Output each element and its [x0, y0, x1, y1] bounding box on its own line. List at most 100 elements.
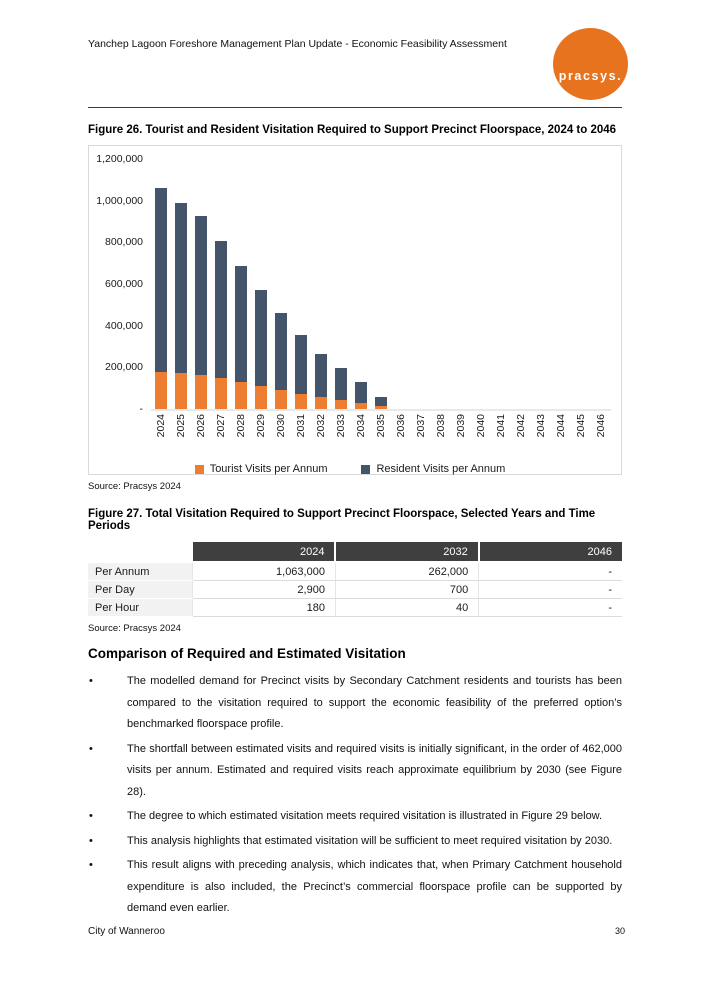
resident-bar-segment-2033 [335, 367, 347, 400]
table-column-header: 2046 [477, 542, 622, 562]
x-axis-label-text: 2046 [595, 414, 607, 438]
x-axis-label-text: 2034 [355, 414, 367, 438]
x-axis-label-text: 2024 [155, 414, 167, 438]
legend-swatch-icon [194, 464, 204, 474]
bar-column-2038 [431, 159, 451, 409]
tourist-bar-segment-2028 [235, 381, 247, 409]
legend-item: Tourist Visits per Annum [194, 463, 328, 475]
chart-plot-area [151, 159, 611, 411]
y-axis-tick-label: 1,000,000 [96, 194, 143, 207]
x-axis-label-text: 2029 [255, 414, 267, 438]
table-cell-value: - [478, 562, 622, 581]
bar-column-2029 [251, 159, 271, 409]
bar-column-2035 [371, 159, 391, 409]
resident-bar-segment-2035 [375, 396, 387, 406]
tourist-bar-segment-2033 [335, 399, 347, 409]
tourist-bar-segment-2025 [175, 373, 187, 409]
x-axis-label-2039: 2039 [451, 414, 471, 458]
resident-bar-segment-2034 [355, 382, 367, 403]
legend-label: Tourist Visits per Annum [209, 463, 328, 475]
bar-column-2034 [351, 159, 371, 409]
table-row-label: Per Day [88, 580, 193, 599]
x-axis-label-2024: 2024 [151, 414, 171, 458]
bar-column-2027 [211, 159, 231, 409]
x-axis-label-text: 2045 [575, 414, 587, 438]
y-axis-tick-label: 400,000 [105, 319, 143, 332]
table-cell-value: - [478, 580, 622, 599]
tourist-bar-segment-2026 [195, 374, 207, 409]
x-axis-label-2026: 2026 [191, 414, 211, 458]
bar-column-2044 [551, 159, 571, 409]
bar-column-2030 [271, 159, 291, 409]
x-axis-label-2036: 2036 [391, 414, 411, 458]
x-axis-label-text: 2038 [435, 414, 447, 438]
table-row: Per Annum 1,063,000 262,000- [88, 562, 622, 581]
figure27-table-head: 2024 2032 2046 [88, 542, 622, 562]
chart-plot-wrap: 2024 2025 2026 2027 2028 2029 2030 2031 2032 2033… [151, 159, 611, 458]
chart-legend: Tourist Visits per Annum Resident Visits … [89, 463, 611, 475]
table-row: Per Hour 180 40- [88, 598, 622, 617]
y-axis-tick-label: 800,000 [105, 236, 143, 249]
table-column-header: 2024 [191, 542, 336, 562]
bar-column-2046 [591, 159, 611, 409]
tourist-bar-segment-2031 [295, 394, 307, 409]
tourist-bar-segment-2024 [155, 371, 167, 409]
table-cell-value: 180 [191, 598, 336, 617]
x-axis-label-text: 2028 [235, 414, 247, 438]
table-cell-value: 1,063,000 [191, 562, 336, 581]
resident-bar-segment-2026 [195, 216, 207, 375]
x-axis-label-2033: 2033 [331, 414, 351, 458]
resident-bar-segment-2028 [235, 266, 247, 382]
x-axis-label-text: 2043 [535, 414, 547, 438]
chart-grid: 1,200,000 1,000,000 800,000 600,000 400,000 2… [89, 153, 611, 458]
x-axis-label-2034: 2034 [351, 414, 371, 458]
tourist-bar-segment-2035 [375, 405, 387, 409]
x-axis-label-2046: 2046 [591, 414, 611, 458]
x-axis-label-2045: 2045 [571, 414, 591, 458]
y-axis-tick-label: 1,200,000 [96, 153, 143, 165]
page-footer: City of Wanneroo 30 [88, 926, 625, 937]
x-axis-label-2042: 2042 [511, 414, 531, 458]
x-axis-label-2037: 2037 [411, 414, 431, 458]
bullet-item: The modelled demand for Precinct visits … [88, 671, 622, 736]
bar-column-2036 [391, 159, 411, 409]
figure27-source: Source: Pracsys 2024 [88, 623, 181, 634]
section-heading: Comparison of Required and Estimated Vis… [88, 646, 406, 661]
figure26-chart: 1,200,000 1,000,000 800,000 600,000 400,000 2… [88, 145, 622, 475]
x-axis-label-text: 2036 [395, 414, 407, 438]
bar-column-2041 [491, 159, 511, 409]
x-axis-label-text: 2039 [455, 414, 467, 438]
table-row: Per Day 2,900 700- [88, 580, 622, 599]
y-axis-tick-label: 200,000 [105, 361, 143, 374]
header-divider [88, 107, 622, 108]
x-axis-label-2044: 2044 [551, 414, 571, 458]
bar-column-2025 [171, 159, 191, 409]
legend-item: Resident Visits per Annum [361, 463, 505, 475]
bullet-list: The modelled demand for Precinct visits … [88, 671, 622, 920]
y-axis-tick-label: 600,000 [105, 278, 143, 290]
resident-bar-segment-2030 [275, 312, 287, 391]
resident-bar-segment-2027 [215, 241, 227, 378]
x-axis-label-text: 2037 [415, 414, 427, 438]
table-cell-value: 40 [334, 598, 479, 617]
bullet-item: This analysis highlights that estimated … [88, 831, 622, 853]
bar-column-2039 [451, 159, 471, 409]
x-axis-label-2043: 2043 [531, 414, 551, 458]
table-cell-value: 700 [334, 580, 479, 599]
figure27-table-body: Per Annum 1,063,000 262,000- Per Day 2,900 70… [88, 562, 622, 617]
figure26-title: Figure 26. Tourist and Resident Visitati… [88, 124, 617, 136]
x-axis-label-text: 2044 [555, 414, 567, 438]
table-cell-value: - [478, 598, 622, 617]
bar-column-2028 [231, 159, 251, 409]
x-axis-label-text: 2041 [495, 414, 507, 438]
x-axis-label-2031: 2031 [291, 414, 311, 458]
chart-x-axis: 2024 2025 2026 2027 2028 2029 2030 2031 2032 2033… [151, 414, 611, 458]
tourist-bar-segment-2029 [255, 386, 267, 409]
bar-column-2032 [311, 159, 331, 409]
bar-column-2031 [291, 159, 311, 409]
x-axis-label-2038: 2038 [431, 414, 451, 458]
footer-page-number: 30 [614, 926, 625, 936]
x-axis-label-text: 2026 [195, 414, 207, 438]
bar-column-2042 [511, 159, 531, 409]
